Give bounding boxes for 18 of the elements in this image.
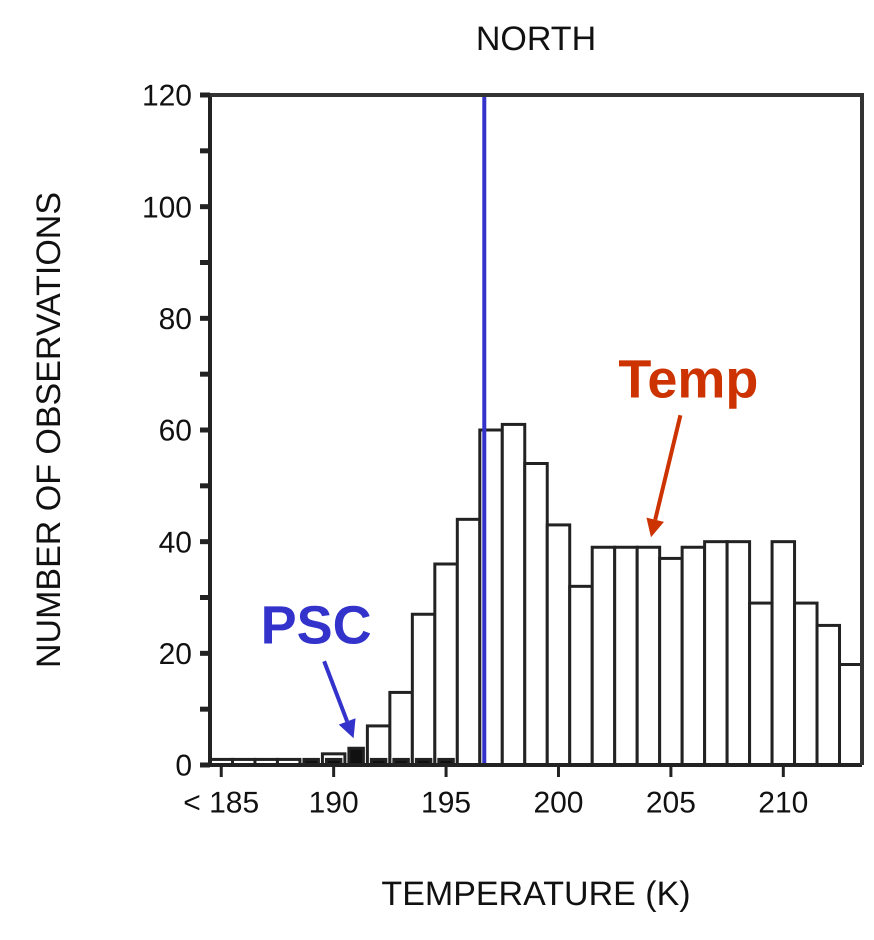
chart-title: NORTH	[476, 20, 596, 58]
x-tick-label: < 185	[183, 786, 260, 820]
y-axis-title: NUMBER OF OBSERVATIONS	[30, 192, 68, 668]
x-axis-title: TEMPERATURE (K)	[381, 875, 691, 913]
x-tick-label: 195	[421, 786, 472, 820]
y-tick-label: 100	[142, 191, 192, 224]
y-tick-label: 80	[158, 302, 192, 336]
x-tick-label: 210	[758, 786, 808, 820]
annotation: Temp	[618, 349, 758, 410]
y-tick-label: 20	[158, 638, 192, 671]
x-tick-label: 200	[533, 786, 584, 820]
annotation: PSC	[260, 595, 372, 656]
y-tick-label: 60	[158, 414, 192, 448]
y-tick-label: 40	[158, 526, 192, 560]
x-tick-label: 205	[646, 786, 696, 820]
y-tick-label: 120	[142, 80, 192, 113]
y-tick-label: 0	[175, 750, 192, 783]
x-tick-label: 190	[308, 786, 359, 820]
